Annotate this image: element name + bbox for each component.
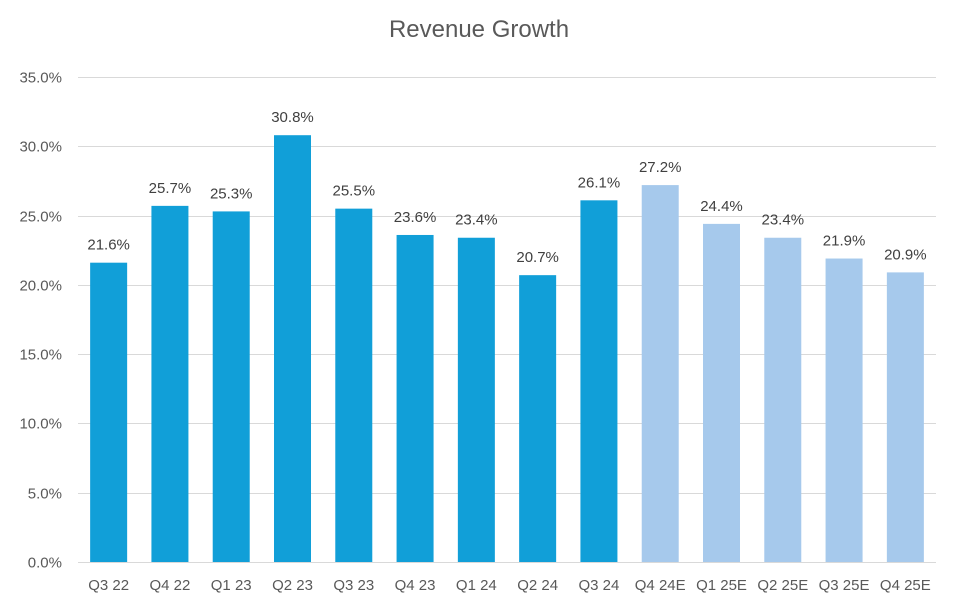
x-tick-label: Q2 25E: [757, 577, 808, 594]
x-tick-label: Q3 23: [333, 577, 374, 594]
x-tick-label: Q4 24E: [635, 577, 686, 594]
data-label: 20.7%: [516, 249, 559, 266]
x-tick-label: Q4 25E: [880, 577, 931, 594]
bar: [335, 208, 373, 562]
y-tick-label: 20.0%: [19, 278, 62, 295]
bar: [212, 211, 250, 562]
bar: [886, 272, 924, 562]
bar: [703, 223, 740, 562]
bar: [764, 237, 802, 562]
x-tick-label: Q2 23: [272, 577, 313, 594]
y-tick-label: 10.0%: [19, 416, 62, 433]
bar: [519, 275, 557, 562]
x-tick-label: Q1 25E: [696, 577, 747, 594]
data-label: 23.4%: [455, 212, 498, 229]
data-label: 25.3%: [210, 185, 253, 202]
y-tick-label: 30.0%: [19, 139, 62, 156]
chart-title: Revenue Growth: [388, 16, 570, 43]
x-tick-label: Q1 23: [211, 577, 252, 594]
data-label: 25.7%: [149, 180, 192, 197]
y-tick-label: 25.0%: [19, 209, 62, 226]
data-label: 27.2%: [639, 159, 682, 176]
bar: [457, 237, 495, 562]
data-label: 23.6%: [394, 209, 437, 226]
y-tick-label: 15.0%: [19, 347, 62, 364]
x-tick-label: Q4 22: [149, 577, 190, 594]
bar: [580, 200, 618, 563]
x-tick-label: Q3 24: [578, 577, 619, 594]
x-tick-label: Q3 22: [88, 577, 129, 594]
data-label: 30.8%: [271, 109, 314, 126]
bar: [641, 185, 679, 563]
bar: [396, 234, 434, 562]
data-label: 26.1%: [578, 174, 621, 191]
x-tick-label: Q1 24: [456, 577, 497, 594]
data-label: 23.4%: [762, 212, 805, 229]
x-tick-label: Q2 24: [517, 577, 558, 594]
bar: [151, 205, 189, 562]
y-tick-label: 0.0%: [28, 555, 62, 572]
data-label: 25.5%: [333, 183, 376, 200]
data-label: 24.4%: [700, 198, 743, 215]
bar: [274, 135, 311, 562]
y-tick-label: 5.0%: [28, 486, 62, 503]
y-tick-label: 35.0%: [19, 70, 62, 87]
x-tick-label: Q4 23: [395, 577, 436, 594]
bar: [90, 262, 128, 562]
data-label: 20.9%: [884, 246, 927, 263]
data-label: 21.6%: [87, 237, 130, 254]
x-tick-label: Q3 25E: [819, 577, 870, 594]
bar: [825, 258, 863, 562]
data-label: 21.9%: [823, 233, 866, 250]
